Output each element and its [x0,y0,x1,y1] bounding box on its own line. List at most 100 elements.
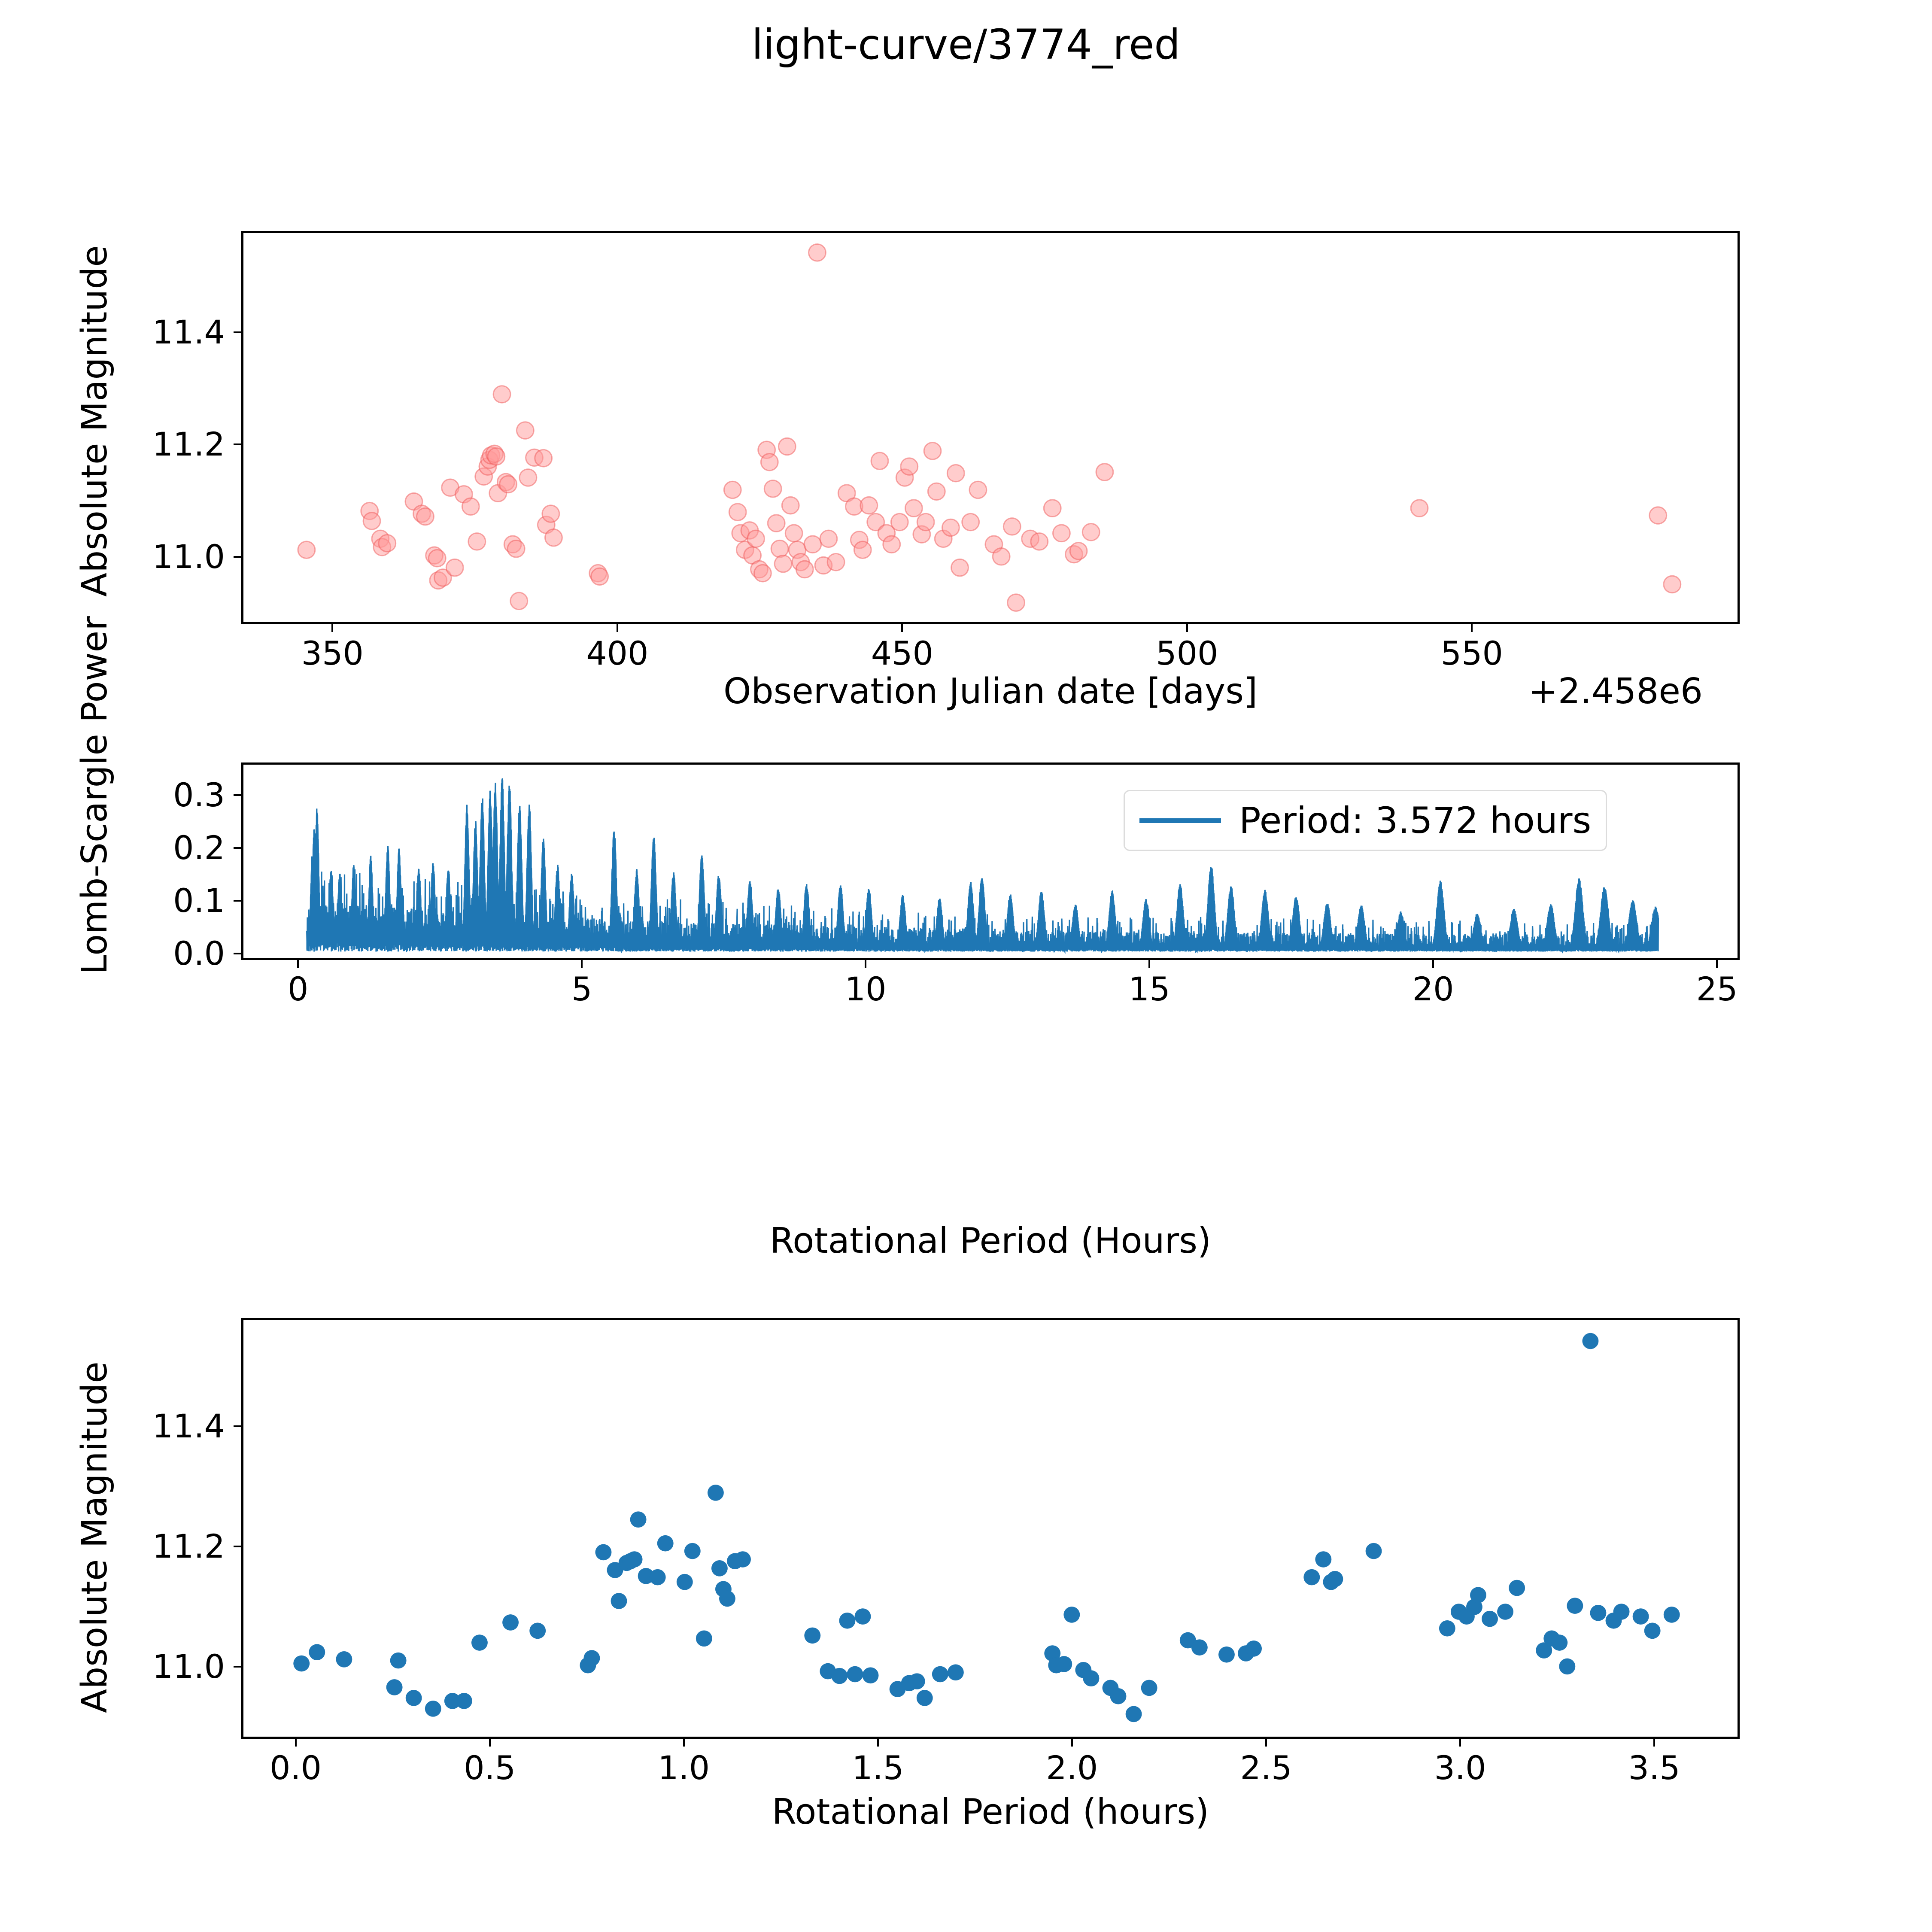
data-point [1365,1543,1382,1559]
y-tick-label: 0.0 [173,934,225,973]
data-point [684,1543,701,1559]
x-tick-label: 2.0 [1046,1749,1098,1787]
data-point [595,1544,612,1561]
data-point [1613,1604,1630,1620]
phase-folded-xlabel: Rotational Period (hours) [772,1792,1209,1832]
x-tick-mark [1716,960,1718,968]
data-point [804,1627,821,1644]
data-point [649,1569,666,1586]
y-tick-mark [234,1666,241,1668]
light-curve-plot-area [297,243,1682,612]
figure-title: light-curve/3774_red [751,21,1181,69]
data-point [309,1644,325,1661]
x-tick-label: 0 [288,970,309,1008]
data-point [1063,1607,1080,1623]
data-point [767,514,786,532]
data-point [1245,1640,1262,1657]
data-point [847,1666,863,1683]
data-point [908,1673,925,1689]
scatter-series [297,243,1682,612]
data-point [1644,1622,1661,1639]
data-point [378,534,397,553]
data-point [534,449,553,468]
x-tick-label: 10 [844,970,887,1008]
data-point [916,513,935,532]
data-point [760,453,779,471]
data-point [1536,1642,1552,1659]
data-point [630,1511,647,1528]
data-point [1632,1608,1649,1625]
data-point [763,480,782,498]
x-tick-label: 400 [586,634,649,672]
data-point [719,1590,735,1607]
legend-label-period: Period: 3.572 hours [1239,799,1592,841]
data-point [1482,1610,1498,1627]
data-point [1056,1656,1072,1672]
light-curve-xlabel: Observation Julian date [days] [723,671,1258,712]
data-point [1649,506,1668,525]
data-point [831,1668,848,1684]
data-point [784,524,803,543]
data-point [405,1690,422,1706]
data-point [1218,1646,1235,1663]
y-tick-label: 11.4 [152,313,225,351]
data-point [1052,524,1071,543]
data-point [1582,1333,1599,1349]
data-point [1470,1587,1486,1604]
data-point [1497,1604,1514,1620]
data-point [1125,1706,1142,1722]
x-tick-mark [1265,1739,1267,1747]
data-point [1509,1580,1525,1596]
x-tick-label: 25 [1696,970,1738,1008]
data-point [803,535,822,554]
y-tick-label: 11.2 [152,1527,225,1565]
data-point [795,560,814,579]
x-tick-label: 15 [1128,970,1170,1008]
data-point [1191,1639,1208,1656]
data-point [461,497,480,516]
x-tick-mark [297,960,299,968]
data-point [519,468,538,487]
data-point [510,592,529,611]
x-tick-mark [877,1739,879,1747]
data-point [900,457,919,476]
data-point [696,1630,712,1647]
data-point [676,1574,693,1590]
data-point [583,1650,600,1666]
light-curve-x-offset-text: +2.458e6 [1528,671,1703,712]
x-tick-mark [1459,1739,1461,1747]
periodogram-ylabel: Lomb-Scargle Power [74,616,115,975]
x-tick-mark [1071,1739,1073,1747]
data-point [839,1612,856,1629]
data-point [1410,499,1429,517]
data-point [626,1551,643,1567]
data-point [862,1667,879,1684]
data-point [1439,1620,1455,1637]
data-point [297,541,316,559]
light-curve-axes [241,231,1740,624]
data-point [1179,1632,1196,1649]
x-tick-label: 0.0 [270,1749,322,1787]
x-tick-mark [616,624,618,632]
data-point [723,480,742,499]
light-curve-ylabel: Absolute Magnitude [74,245,115,597]
y-tick-label: 11.4 [152,1407,225,1445]
data-point [516,421,535,440]
data-point [1141,1680,1157,1696]
y-tick-label: 11.0 [152,1647,225,1686]
phase-folded-axes [241,1318,1740,1739]
periodogram-legend[interactable]: Period: 3.572 hours [1124,790,1607,851]
x-tick-mark [901,624,903,632]
data-point [1043,499,1062,517]
data-point [711,1560,728,1577]
data-point [1663,1607,1680,1623]
data-point [728,503,747,521]
x-tick-label: 500 [1156,634,1218,672]
y-tick-label: 0.3 [173,776,225,814]
data-point [386,1679,403,1695]
data-point [1002,517,1021,536]
data-point [890,513,909,532]
data-point [969,480,987,499]
data-point [1083,1670,1100,1687]
data-point [428,549,447,568]
